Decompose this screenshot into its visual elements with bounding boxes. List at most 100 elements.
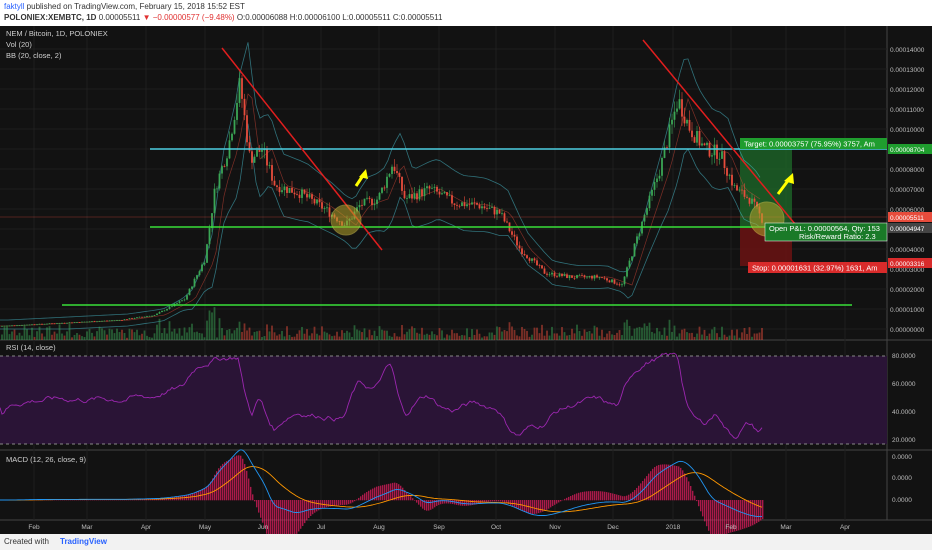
macd-histogram-bar bbox=[500, 500, 502, 502]
volume-bar bbox=[671, 331, 673, 340]
macd-histogram-bar bbox=[158, 498, 160, 501]
volume-bar bbox=[698, 326, 701, 340]
macd-axis-label: 0.0000 bbox=[892, 475, 912, 482]
macd-histogram-bar bbox=[690, 485, 692, 501]
pnl-label[interactable]: Open P&L: 0.00000564, Qty: 153 Risk/Rewa… bbox=[764, 222, 888, 242]
up-arrow-icon-2[interactable] bbox=[776, 173, 794, 195]
volume-bar bbox=[131, 329, 133, 340]
volume-bar bbox=[576, 324, 578, 340]
macd-histogram-bar bbox=[240, 455, 242, 501]
volume-bar bbox=[423, 334, 426, 340]
candle-body bbox=[401, 176, 403, 191]
volume-bar bbox=[183, 327, 186, 340]
price-axis-label: 0.00008000 bbox=[890, 167, 925, 174]
stop-label[interactable]: Stop: 0.00001631 (32.97%) 1631, Am bbox=[748, 262, 887, 273]
macd-histogram-bar bbox=[320, 500, 322, 510]
macd-histogram-bar bbox=[142, 499, 144, 501]
volume-bar bbox=[113, 333, 116, 340]
macd-histogram-bar bbox=[360, 496, 362, 501]
macd-histogram-bar bbox=[130, 499, 132, 501]
macd-histogram-bar bbox=[364, 493, 366, 501]
candle-body bbox=[181, 300, 183, 302]
candle-body bbox=[426, 186, 428, 189]
volume-bar bbox=[391, 336, 393, 340]
downtrend-line-2[interactable] bbox=[642, 39, 796, 225]
volume-bar bbox=[293, 336, 296, 340]
candle-body bbox=[551, 272, 553, 275]
stop-price-tag: 0.00003316 bbox=[888, 258, 932, 268]
candle-body bbox=[276, 185, 278, 188]
time-axis-label: Sep bbox=[433, 524, 445, 531]
candle-body bbox=[243, 98, 246, 116]
macd-histogram-bar bbox=[754, 500, 756, 525]
candle-body bbox=[428, 186, 431, 189]
candle-body bbox=[723, 151, 726, 169]
volume-bar bbox=[176, 333, 178, 340]
volume-bar bbox=[288, 335, 291, 340]
macd-histogram-bar bbox=[558, 500, 560, 503]
volume-bar bbox=[658, 331, 661, 340]
volume-bar bbox=[453, 333, 456, 340]
highlight-circle-1[interactable] bbox=[330, 204, 362, 236]
candle-body bbox=[373, 204, 376, 206]
volume-bar bbox=[291, 336, 293, 340]
macd-histogram-bar bbox=[298, 500, 300, 532]
volume-bar bbox=[43, 336, 46, 340]
macd-histogram-bar bbox=[386, 484, 388, 501]
macd-histogram-bar bbox=[608, 492, 610, 501]
macd-histogram-bar bbox=[148, 499, 150, 501]
macd-histogram-bar bbox=[274, 500, 276, 550]
volume-bar bbox=[603, 337, 606, 340]
volume-bar bbox=[93, 336, 96, 340]
chart-svg[interactable]: Target: 0.00003757 (75.95%) 3757, Am Ope… bbox=[0, 26, 932, 550]
candle-body bbox=[701, 143, 703, 146]
volume-bar bbox=[468, 337, 471, 340]
macd-histogram-bar bbox=[160, 498, 162, 501]
volume-bar bbox=[266, 324, 268, 340]
volume-bar bbox=[606, 333, 608, 340]
macd-histogram-bar bbox=[252, 494, 254, 501]
candle-body bbox=[316, 199, 318, 204]
volume-bar bbox=[248, 327, 251, 340]
macd-histogram-bar bbox=[426, 500, 428, 511]
macd-histogram-bar bbox=[668, 464, 670, 501]
macd-histogram-bar bbox=[706, 500, 708, 527]
up-arrow-icon[interactable] bbox=[354, 169, 368, 187]
target-label[interactable]: Target: 0.00003757 (75.95%) 3757, Am bbox=[740, 138, 887, 149]
volume-bar bbox=[398, 336, 401, 340]
macd-histogram-bar bbox=[288, 500, 290, 541]
candle-body bbox=[593, 275, 596, 279]
macd-histogram-bar bbox=[556, 500, 558, 504]
macd-histogram-bar bbox=[88, 499, 90, 501]
candle-body bbox=[98, 321, 101, 322]
macd-histogram-bar bbox=[294, 500, 296, 536]
volume-bar bbox=[216, 337, 218, 340]
macd-histogram-bar bbox=[550, 500, 552, 508]
candle-body bbox=[71, 322, 73, 324]
candle-body bbox=[313, 198, 316, 204]
candle-body bbox=[96, 321, 98, 323]
volume-bar bbox=[561, 327, 563, 340]
tradingview-logo[interactable]: TradingView bbox=[60, 537, 107, 546]
volume-bar bbox=[531, 334, 533, 340]
candle-body bbox=[358, 204, 361, 208]
volume-bar bbox=[681, 329, 683, 340]
volume-bar bbox=[408, 329, 411, 340]
candle-body bbox=[633, 243, 636, 257]
chart-area[interactable]: Target: 0.00003757 (75.95%) 3757, Am Ope… bbox=[0, 26, 932, 550]
macd-histogram-bar bbox=[588, 491, 590, 501]
candle-body bbox=[623, 276, 626, 285]
candle-body bbox=[248, 142, 251, 152]
candle-body bbox=[533, 258, 536, 261]
macd-histogram-bar bbox=[484, 500, 486, 503]
candle-body bbox=[261, 150, 263, 152]
candle-body bbox=[558, 273, 561, 277]
candle-body bbox=[733, 185, 736, 187]
candle-body bbox=[378, 192, 381, 200]
time-axis-label: Feb bbox=[725, 524, 737, 531]
volume-bar bbox=[743, 327, 746, 340]
author-link[interactable]: faktyll bbox=[4, 2, 25, 11]
candle-body bbox=[433, 186, 436, 188]
candle-body bbox=[506, 221, 508, 223]
macd-histogram-bar bbox=[380, 485, 382, 501]
